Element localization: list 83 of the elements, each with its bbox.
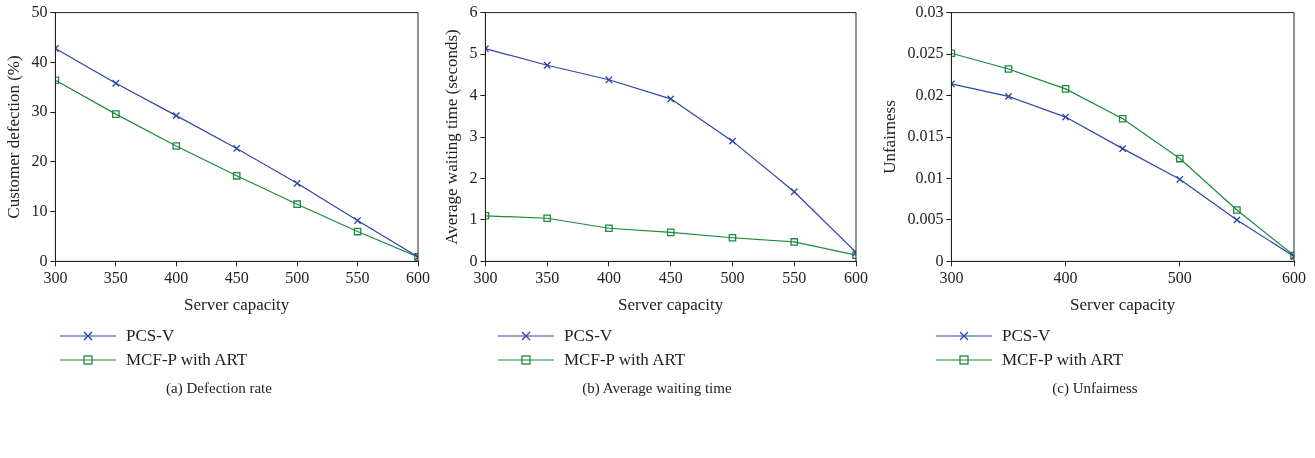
x-axis-title: Server capacity	[184, 295, 290, 315]
x-tick-label: 500	[720, 269, 745, 287]
y-tick-label: 0	[39, 251, 48, 269]
x-axis-title: Server capacity	[618, 295, 724, 315]
y-axis-title: Unfairness	[879, 100, 899, 174]
text: (a) Defection rate	[165, 380, 273, 397]
legend-label: PCS-V	[1002, 326, 1051, 346]
x-tick-label: 350	[535, 269, 560, 287]
point	[790, 238, 799, 246]
x-tick-label: 550	[345, 269, 370, 287]
y-tick-label: 20	[31, 152, 48, 170]
legend-label: PCS-V	[564, 326, 613, 346]
point	[353, 227, 362, 236]
point	[543, 214, 551, 223]
point	[728, 137, 737, 145]
point	[1061, 113, 1070, 121]
x-tick-label: 400	[1053, 269, 1078, 287]
x-tick-label: 300	[939, 269, 964, 287]
point	[1004, 65, 1013, 73]
point	[543, 61, 551, 70]
y-tick-label: 10	[31, 201, 48, 219]
x-tick-label: 600	[1282, 269, 1306, 287]
x-tick-label: 550	[782, 269, 807, 287]
y-tick-label: 0	[469, 251, 478, 269]
y-tick-label: 30	[31, 102, 48, 120]
y-axis-title: Average waiting time (seconds)	[441, 29, 461, 245]
y-axis-title: Customer defection (%)	[3, 55, 23, 219]
y-tick-label: 0.025	[907, 44, 944, 62]
point	[172, 142, 181, 150]
point	[1175, 175, 1184, 184]
point	[1233, 216, 1241, 224]
point	[666, 228, 675, 237]
point	[1004, 92, 1013, 101]
legend-label: PCS-V	[126, 326, 175, 346]
point	[293, 179, 301, 188]
y-tick-label: 5	[469, 44, 478, 62]
point	[112, 79, 120, 88]
point	[1061, 85, 1070, 93]
x-tick-label: 450	[658, 269, 683, 287]
y-tick-label: 2	[469, 168, 478, 186]
x-tick-label: 350	[103, 269, 128, 287]
point	[293, 200, 301, 209]
y-tick-label: 4	[469, 85, 478, 103]
point	[605, 75, 613, 84]
y-tick-label: 0.01	[915, 168, 944, 186]
point	[1175, 154, 1184, 163]
point	[232, 171, 241, 180]
y-tick-label: 0.005	[907, 210, 944, 228]
y-tick-label: 0.02	[915, 85, 944, 103]
x-tick-label: 300	[473, 269, 498, 287]
y-tick-label: 6	[469, 2, 478, 20]
point	[172, 111, 181, 120]
x-tick-label: 500	[1167, 269, 1192, 287]
x-tick-label: 450	[224, 269, 249, 287]
point	[790, 187, 799, 196]
point	[112, 110, 120, 118]
point	[353, 216, 362, 225]
point	[232, 144, 241, 153]
text: (c) Unfairness	[1051, 380, 1139, 397]
point	[666, 95, 675, 103]
x-tick-label: 400	[164, 269, 189, 287]
y-tick-label: 1	[469, 210, 478, 228]
point	[1118, 144, 1127, 153]
legend-label: MCF-P with ART	[564, 350, 686, 370]
x-tick-label: 600	[406, 269, 430, 287]
x-axis-title: Server capacity	[1070, 295, 1176, 315]
point	[605, 224, 613, 233]
y-tick-label: 3	[469, 127, 478, 145]
legend-label: MCF-P with ART	[1002, 350, 1124, 370]
x-tick-label: 300	[43, 269, 68, 287]
x-tick-label: 400	[596, 269, 621, 287]
text: (b) Average waiting time	[581, 380, 733, 397]
x-tick-label: 600	[844, 269, 868, 287]
point	[1233, 206, 1241, 214]
y-tick-label: 40	[31, 52, 48, 70]
legend-label: MCF-P with ART	[126, 350, 248, 370]
x-tick-label: 500	[285, 269, 310, 287]
y-tick-label: 0.03	[915, 2, 944, 20]
y-tick-label: 0.015	[907, 127, 944, 145]
point	[1118, 114, 1127, 123]
y-tick-label: 0	[935, 251, 944, 269]
y-tick-label: 50	[31, 2, 48, 20]
point	[728, 233, 737, 242]
